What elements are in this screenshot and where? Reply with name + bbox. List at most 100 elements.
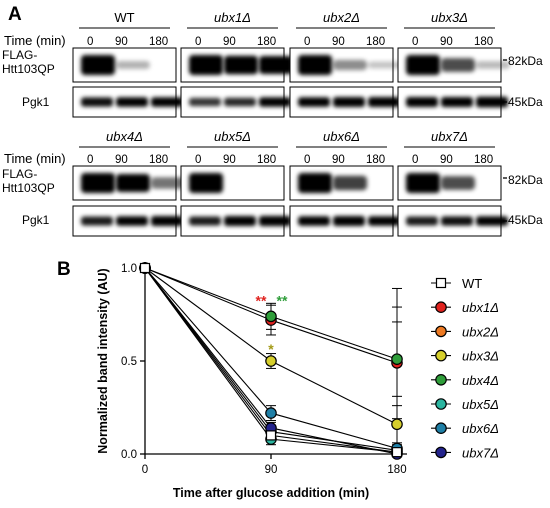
y-tick-label: 1.0 [121,263,137,275]
flag-band [151,177,185,189]
pgk1-band [476,216,508,226]
lane-time-label: 180 [366,36,385,48]
blot-strain-0-3: ubx3Δ 0 90 180 [397,10,510,118]
blot-strain-1-1: ubx5Δ 0 90 180 [180,129,291,237]
legend-label: ubx5Δ [462,397,499,412]
pgk1-band [259,97,291,107]
pgk1-row-label-top: Pgk1 [22,95,50,109]
pgk1-band [333,97,365,107]
flag-row-label-bottom-1: FLAG- [2,167,37,181]
panel-b-letter: B [57,259,71,280]
lane-time-label: 180 [366,154,385,166]
blot-strain-0-2: ubx2Δ 0 90 180 [289,10,402,118]
blot-strain-0-1: ubx1Δ 0 90 180 [180,10,293,118]
line-chart: 0.0 0.5 1.0 0 90 180 Time after glucose additi… [96,262,407,500]
data-point [265,355,277,367]
flag-band [81,173,115,193]
flag-band [259,56,293,74]
flag-band [116,174,150,192]
flag-band [476,61,510,69]
x-tick-label: 180 [387,464,406,476]
pgk1-band [116,97,148,107]
lane-time-label: 0 [304,154,310,166]
strain-label: ubx6Δ [323,129,360,144]
lane-time-label: 0 [195,36,201,48]
legend-label: ubx7Δ [462,445,499,460]
legend-entry: WT [431,276,482,291]
x-axis-title: Time after glucose addition (min) [173,486,369,500]
legend-label: ubx3Δ [462,349,499,364]
lane-time-label: 180 [149,36,168,48]
pgk1-band [116,216,148,226]
strain-label: ubx7Δ [431,129,468,144]
flag-row-label-top-2: Htt103QP [2,62,55,76]
pgk1-band [406,216,438,226]
flag-band [441,58,475,72]
legend-label: ubx2Δ [462,324,499,339]
significance-annotation: * [268,341,274,357]
data-point [265,407,277,419]
lane-time-label: 90 [115,36,128,48]
significance-annotation: ** [277,293,288,309]
flag-band [298,173,332,193]
pgk1-band [189,97,221,107]
blot-strain-1-3: ubx7Δ 0 90 180 [397,129,508,237]
time-label-bottom: Time (min) [4,151,66,166]
flag-band [441,176,475,190]
marker-45kda-top: 45kDa [508,95,543,109]
panel-a-letter: A [8,4,22,25]
flag-band [333,59,367,71]
lane-time-label: 90 [223,154,236,166]
marker-45kda-bottom: 45kDa [508,213,543,227]
y-tick-label: 0.0 [121,449,137,461]
lane-time-label: 180 [149,154,168,166]
flag-band [81,55,115,75]
lane-time-label: 0 [195,154,201,166]
legend-entry: ubx2Δ [431,324,499,339]
data-point [265,310,277,323]
significance-annotation: ** [256,293,267,309]
pgk1-band [189,216,221,226]
pgk1-band [224,216,256,226]
time-label-top: Time (min) [4,33,66,48]
pgk1-band [298,97,330,107]
flag-band [406,55,440,75]
flag-band [368,61,402,69]
strain-label: WT [114,10,134,25]
data-point [391,353,403,365]
pgk1-band [368,216,400,226]
pgk1-band [224,97,256,107]
strain-label: ubx1Δ [214,10,251,25]
blot-row-bottom: Time (min) FLAG- Htt103QP Pgk1 82kDa 45k… [2,129,543,237]
marker-82kda-top: 82kDa [508,54,543,68]
flag-band [298,55,332,75]
blot-strain-0-0: WT 0 90 180 [72,10,183,118]
flag-band [406,173,440,193]
data-point [391,418,403,431]
lane-time-label: 90 [223,36,236,48]
pgk1-band [406,97,438,107]
lane-time-label: 90 [440,36,453,48]
flag-band [116,60,150,70]
lane-time-label: 0 [304,36,310,48]
flag-band [189,55,223,75]
lane-time-label: 0 [412,36,418,48]
lane-time-label: 90 [332,36,345,48]
flag-row-label-bottom-2: Htt103QP [2,181,55,195]
legend-entry: ubx4Δ [431,373,499,388]
strain-label: ubx3Δ [431,10,468,25]
pgk1-band [476,96,508,108]
flag-band [333,175,367,191]
lane-time-label: 180 [257,154,276,166]
lane-time-label: 90 [440,154,453,166]
lane-time-label: 0 [412,154,418,166]
pgk1-band [298,216,330,226]
blot-strain-1-2: ubx6Δ 0 90 180 [289,129,400,237]
legend-entry: ubx5Δ [431,397,499,412]
lane-time-label: 90 [115,154,128,166]
y-axis-title: Normalized band intensity (AU) [96,268,110,453]
legend-entry: ubx6Δ [431,421,499,436]
legend-entry: ubx7Δ [431,445,499,460]
legend-label: ubx6Δ [462,421,499,436]
chart-legend: WT ubx1Δ ubx2Δ ubx3Δ ubx4Δ ubx5Δ ubx6Δ ubx7Δ [431,276,499,460]
